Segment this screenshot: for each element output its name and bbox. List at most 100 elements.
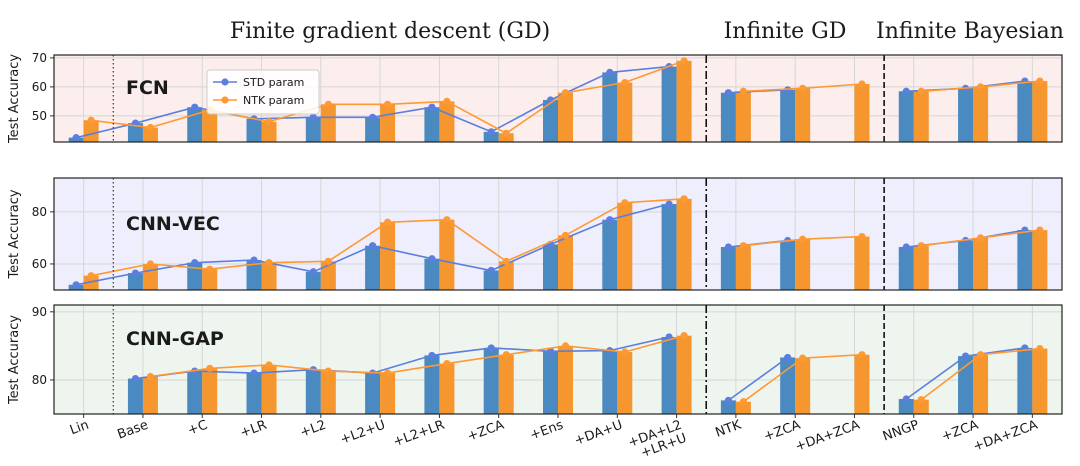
bar-ntk-param: [973, 86, 989, 142]
bar-ntk-param: [439, 101, 455, 142]
ntk-param-point: [799, 354, 807, 362]
std-param-point: [191, 103, 199, 111]
y-axis-label: Test Accuracy: [7, 315, 22, 405]
bar-std-param: [305, 271, 321, 290]
ntk-param-point: [621, 78, 629, 87]
x-tick-label-line: +DA+ZCA: [971, 418, 1040, 455]
x-tick-label-line: +C: [186, 418, 210, 439]
std-param-point: [72, 281, 80, 289]
x-tick-label-line: +L2+U: [338, 418, 387, 448]
bar-std-param: [898, 247, 914, 290]
bar-ntk-param: [1032, 81, 1048, 142]
x-tick-label-line: Lin: [68, 418, 91, 439]
bar-ntk-param: [498, 133, 514, 142]
x-tick-label: +C: [186, 418, 210, 439]
std-param-point: [191, 259, 199, 267]
std-param-point: [309, 268, 317, 276]
bar-std-param: [424, 355, 440, 414]
bar-std-param: [483, 131, 499, 142]
bar-std-param: [127, 273, 143, 290]
x-tick-label: +Ens: [528, 418, 565, 444]
std-param-line: [727, 356, 789, 402]
panel-frame: [53, 54, 1063, 143]
x-tick-label: +L2+U: [338, 418, 387, 448]
std-param-point: [902, 243, 910, 251]
ntk-param-point: [324, 367, 332, 375]
std-param-point: [546, 347, 555, 355]
std-param-point: [606, 68, 614, 76]
bar-ntk-param: [202, 110, 218, 142]
ntk-param-point: [206, 265, 214, 273]
panel-title: FCN: [126, 77, 169, 99]
ntk-param-point: [799, 84, 807, 92]
y-tick-label: 60: [32, 257, 47, 271]
std-param-point: [309, 113, 317, 121]
bar-std-param: [305, 369, 321, 414]
ntk-param-point: [384, 218, 392, 226]
bar-ntk-param: [1032, 230, 1048, 290]
bar-ntk-param: [498, 354, 514, 414]
bar-ntk-param: [83, 275, 99, 290]
panel-title: CNN-GAP: [126, 328, 224, 350]
ntk-param-line: [150, 334, 685, 378]
x-tick-label: NTK: [713, 418, 743, 441]
bar-ntk-param: [676, 198, 692, 290]
std-param-point: [902, 395, 910, 403]
x-tick-labels: Lin Base +C +LR +L2 +L2+U +L2+LR +ZCA +Ens +DA+U +…: [68, 414, 1040, 461]
bar-std-param: [246, 118, 262, 142]
legend-marker: [221, 96, 229, 104]
bar-ntk-param: [380, 222, 396, 290]
ntk-param-point: [917, 396, 925, 404]
ntk-param-point: [265, 118, 273, 126]
bar-ntk-param: [735, 91, 751, 142]
ntk-param-point: [621, 348, 629, 356]
bar-ntk-param: [854, 84, 870, 142]
bar-ntk-param: [142, 376, 158, 414]
std-param-point: [902, 87, 910, 95]
bar-std-param: [543, 244, 558, 290]
bar-std-param: [780, 240, 796, 290]
x-tick-label-line: +LR: [238, 418, 269, 441]
x-tick-label: +DA+U: [573, 418, 625, 449]
x-tick-label-line: NTK: [713, 418, 743, 441]
ntk-param-point: [146, 123, 155, 132]
bar-ntk-param: [558, 345, 573, 414]
ntk-param-point: [739, 242, 747, 250]
header-finite-gd: Finite gradient descent (GD): [230, 19, 550, 44]
ntk-param-point: [265, 361, 273, 369]
x-tick-label: Lin: [68, 418, 91, 439]
bar-std-param: [543, 351, 558, 414]
legend-box: [206, 69, 320, 115]
bar-std-param: [898, 91, 914, 142]
bar-std-param: [246, 260, 262, 290]
x-tick-label-line: +L2: [298, 418, 328, 441]
bar-ntk-param: [913, 245, 929, 290]
bar-std-param: [1017, 347, 1033, 414]
panels: 50 60 70 FCN Test Accuracy STD param NTK param…: [7, 51, 1063, 415]
bar-ntk-param: [617, 82, 633, 142]
std-param-point: [724, 89, 732, 97]
x-tick-label-line: +ZCA: [465, 418, 506, 445]
bar-ntk-param: [142, 263, 158, 290]
std-param-point: [72, 134, 80, 142]
legend-label: NTK param: [243, 94, 304, 107]
bar-std-param: [187, 371, 203, 414]
bar-std-param: [365, 117, 381, 142]
ntk-param-point: [917, 87, 925, 95]
bar-std-param: [365, 245, 381, 290]
ntk-param-point: [739, 87, 747, 95]
panel-cnn-gap: 80 90 CNN-GAP Test Accuracy: [7, 304, 1063, 415]
legend-marker: [221, 78, 229, 86]
y-tick-label: 60: [32, 80, 47, 94]
x-tick-label: +L2: [298, 418, 328, 441]
bar-ntk-param: [795, 88, 811, 142]
bar-std-param: [602, 72, 618, 142]
legend: STD param NTK param: [206, 69, 320, 115]
ntk-param-point: [206, 364, 214, 372]
bar-std-param: [720, 247, 736, 290]
std-param-point: [250, 369, 258, 377]
ntk-param-point: [680, 332, 688, 340]
bar-ntk-param: [439, 219, 455, 290]
ntk-param-point: [324, 257, 332, 265]
